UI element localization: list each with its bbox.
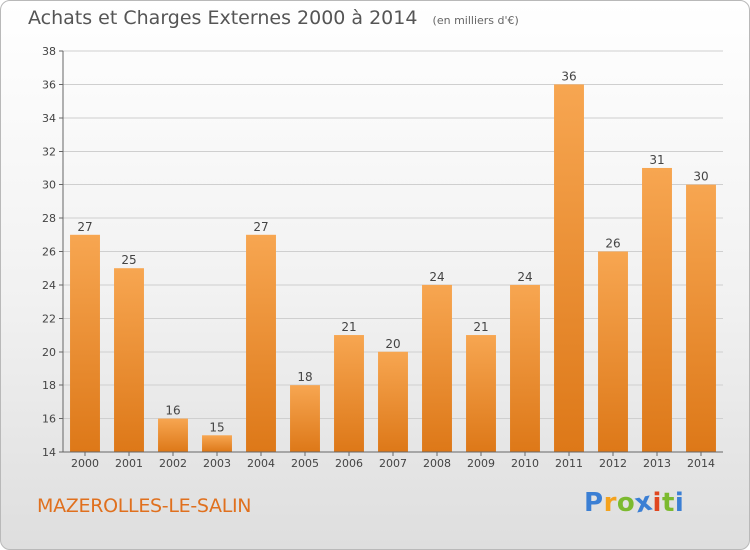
y-tick-label: 20 xyxy=(42,346,56,359)
x-tick-label: 2013 xyxy=(643,457,671,470)
y-tick-label: 36 xyxy=(42,78,56,91)
bar-value-label: 36 xyxy=(561,69,576,83)
y-tick-label: 34 xyxy=(42,112,56,125)
bar-2001 xyxy=(114,268,144,452)
bar-2007 xyxy=(378,351,408,452)
chart-title: Achats et Charges Externes 2000 à 2014 xyxy=(28,7,418,29)
bar-2002 xyxy=(158,418,188,452)
bar-2013 xyxy=(642,167,672,453)
bar-value-label: 26 xyxy=(605,237,620,251)
bar-2014 xyxy=(686,184,716,452)
bar-value-label: 15 xyxy=(209,420,224,434)
bar-value-label: 31 xyxy=(649,153,664,167)
logo-letter: o xyxy=(616,488,636,518)
y-tick-label: 32 xyxy=(42,145,56,158)
bar-2006 xyxy=(334,335,364,452)
y-tick-label: 22 xyxy=(42,312,56,325)
logo-letter: t xyxy=(661,488,675,518)
logo-letter: r xyxy=(603,488,617,518)
bar-2011 xyxy=(554,84,584,453)
bar-2012 xyxy=(598,251,628,452)
bar-2005 xyxy=(290,385,320,452)
y-tick-label: 24 xyxy=(42,279,56,292)
bar-value-label: 21 xyxy=(341,320,356,334)
x-tick-label: 2001 xyxy=(115,457,143,470)
x-tick-label: 2000 xyxy=(71,457,99,470)
chart-title-block: Achats et Charges Externes 2000 à 2014 (… xyxy=(28,7,519,29)
y-tick-label: 18 xyxy=(42,379,56,392)
bar-value-label: 25 xyxy=(121,253,136,267)
bar-value-label: 21 xyxy=(473,320,488,334)
y-tick-label: 30 xyxy=(42,179,56,192)
x-tick-label: 2011 xyxy=(555,457,583,470)
bar-value-label: 27 xyxy=(77,220,92,234)
commune-name: MAZEROLLES-LE-SALIN xyxy=(37,495,252,517)
bar-2008 xyxy=(422,284,452,452)
y-tick-label: 14 xyxy=(42,446,56,459)
y-tick-label: 28 xyxy=(42,212,56,225)
y-tick-label: 16 xyxy=(42,413,56,426)
bar-value-label: 16 xyxy=(165,404,180,418)
x-tick-label: 2008 xyxy=(423,457,451,470)
x-tick-label: 2002 xyxy=(159,457,187,470)
x-tick-label: 2007 xyxy=(379,457,407,470)
x-tick-label: 2005 xyxy=(291,457,319,470)
proxiti-logo: Proxiti xyxy=(584,487,685,520)
x-tick-label: 2003 xyxy=(203,457,231,470)
bar-2004 xyxy=(246,234,276,452)
x-tick-label: 2014 xyxy=(687,457,715,470)
logo-letter: i xyxy=(652,488,662,518)
bar-value-label: 30 xyxy=(693,170,708,184)
logo-letter: i xyxy=(674,488,685,518)
bar-2003 xyxy=(202,435,232,452)
bar-2010 xyxy=(510,284,540,452)
bar-value-label: 18 xyxy=(297,370,312,384)
bar-value-label: 24 xyxy=(429,270,444,284)
x-tick-label: 2010 xyxy=(511,457,539,470)
logo-letter: P xyxy=(584,488,604,518)
bar-value-label: 20 xyxy=(385,337,400,351)
bar-2009 xyxy=(466,335,496,452)
x-tick-label: 2006 xyxy=(335,457,363,470)
x-tick-label: 2009 xyxy=(467,457,495,470)
bar-2000 xyxy=(70,234,100,452)
y-tick-label: 26 xyxy=(42,246,56,259)
bar-value-label: 24 xyxy=(517,270,532,284)
y-tick-label: 38 xyxy=(42,45,56,58)
x-tick-label: 2004 xyxy=(247,457,275,470)
bar-value-label: 27 xyxy=(253,220,268,234)
x-tick-label: 2012 xyxy=(599,457,627,470)
chart-subtitle: (en milliers d'€) xyxy=(432,14,519,27)
